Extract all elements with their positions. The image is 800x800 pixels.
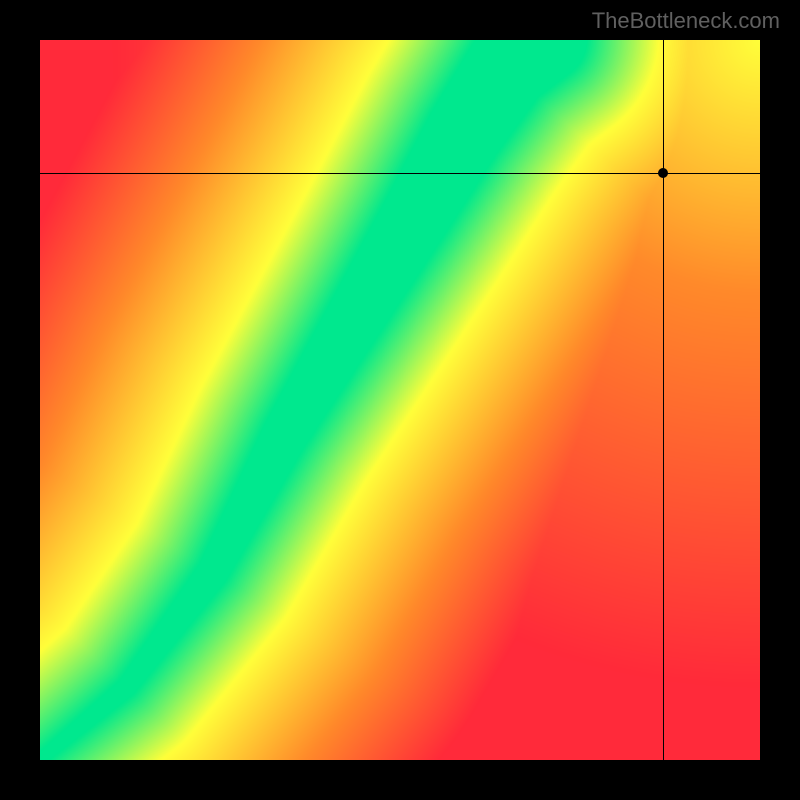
crosshair-horizontal: [40, 173, 760, 174]
crosshair-vertical: [663, 40, 664, 760]
marker-dot: [658, 168, 668, 178]
heatmap-plot: [40, 40, 760, 760]
watermark-text: TheBottleneck.com: [592, 8, 780, 34]
heatmap-canvas: [40, 40, 760, 760]
